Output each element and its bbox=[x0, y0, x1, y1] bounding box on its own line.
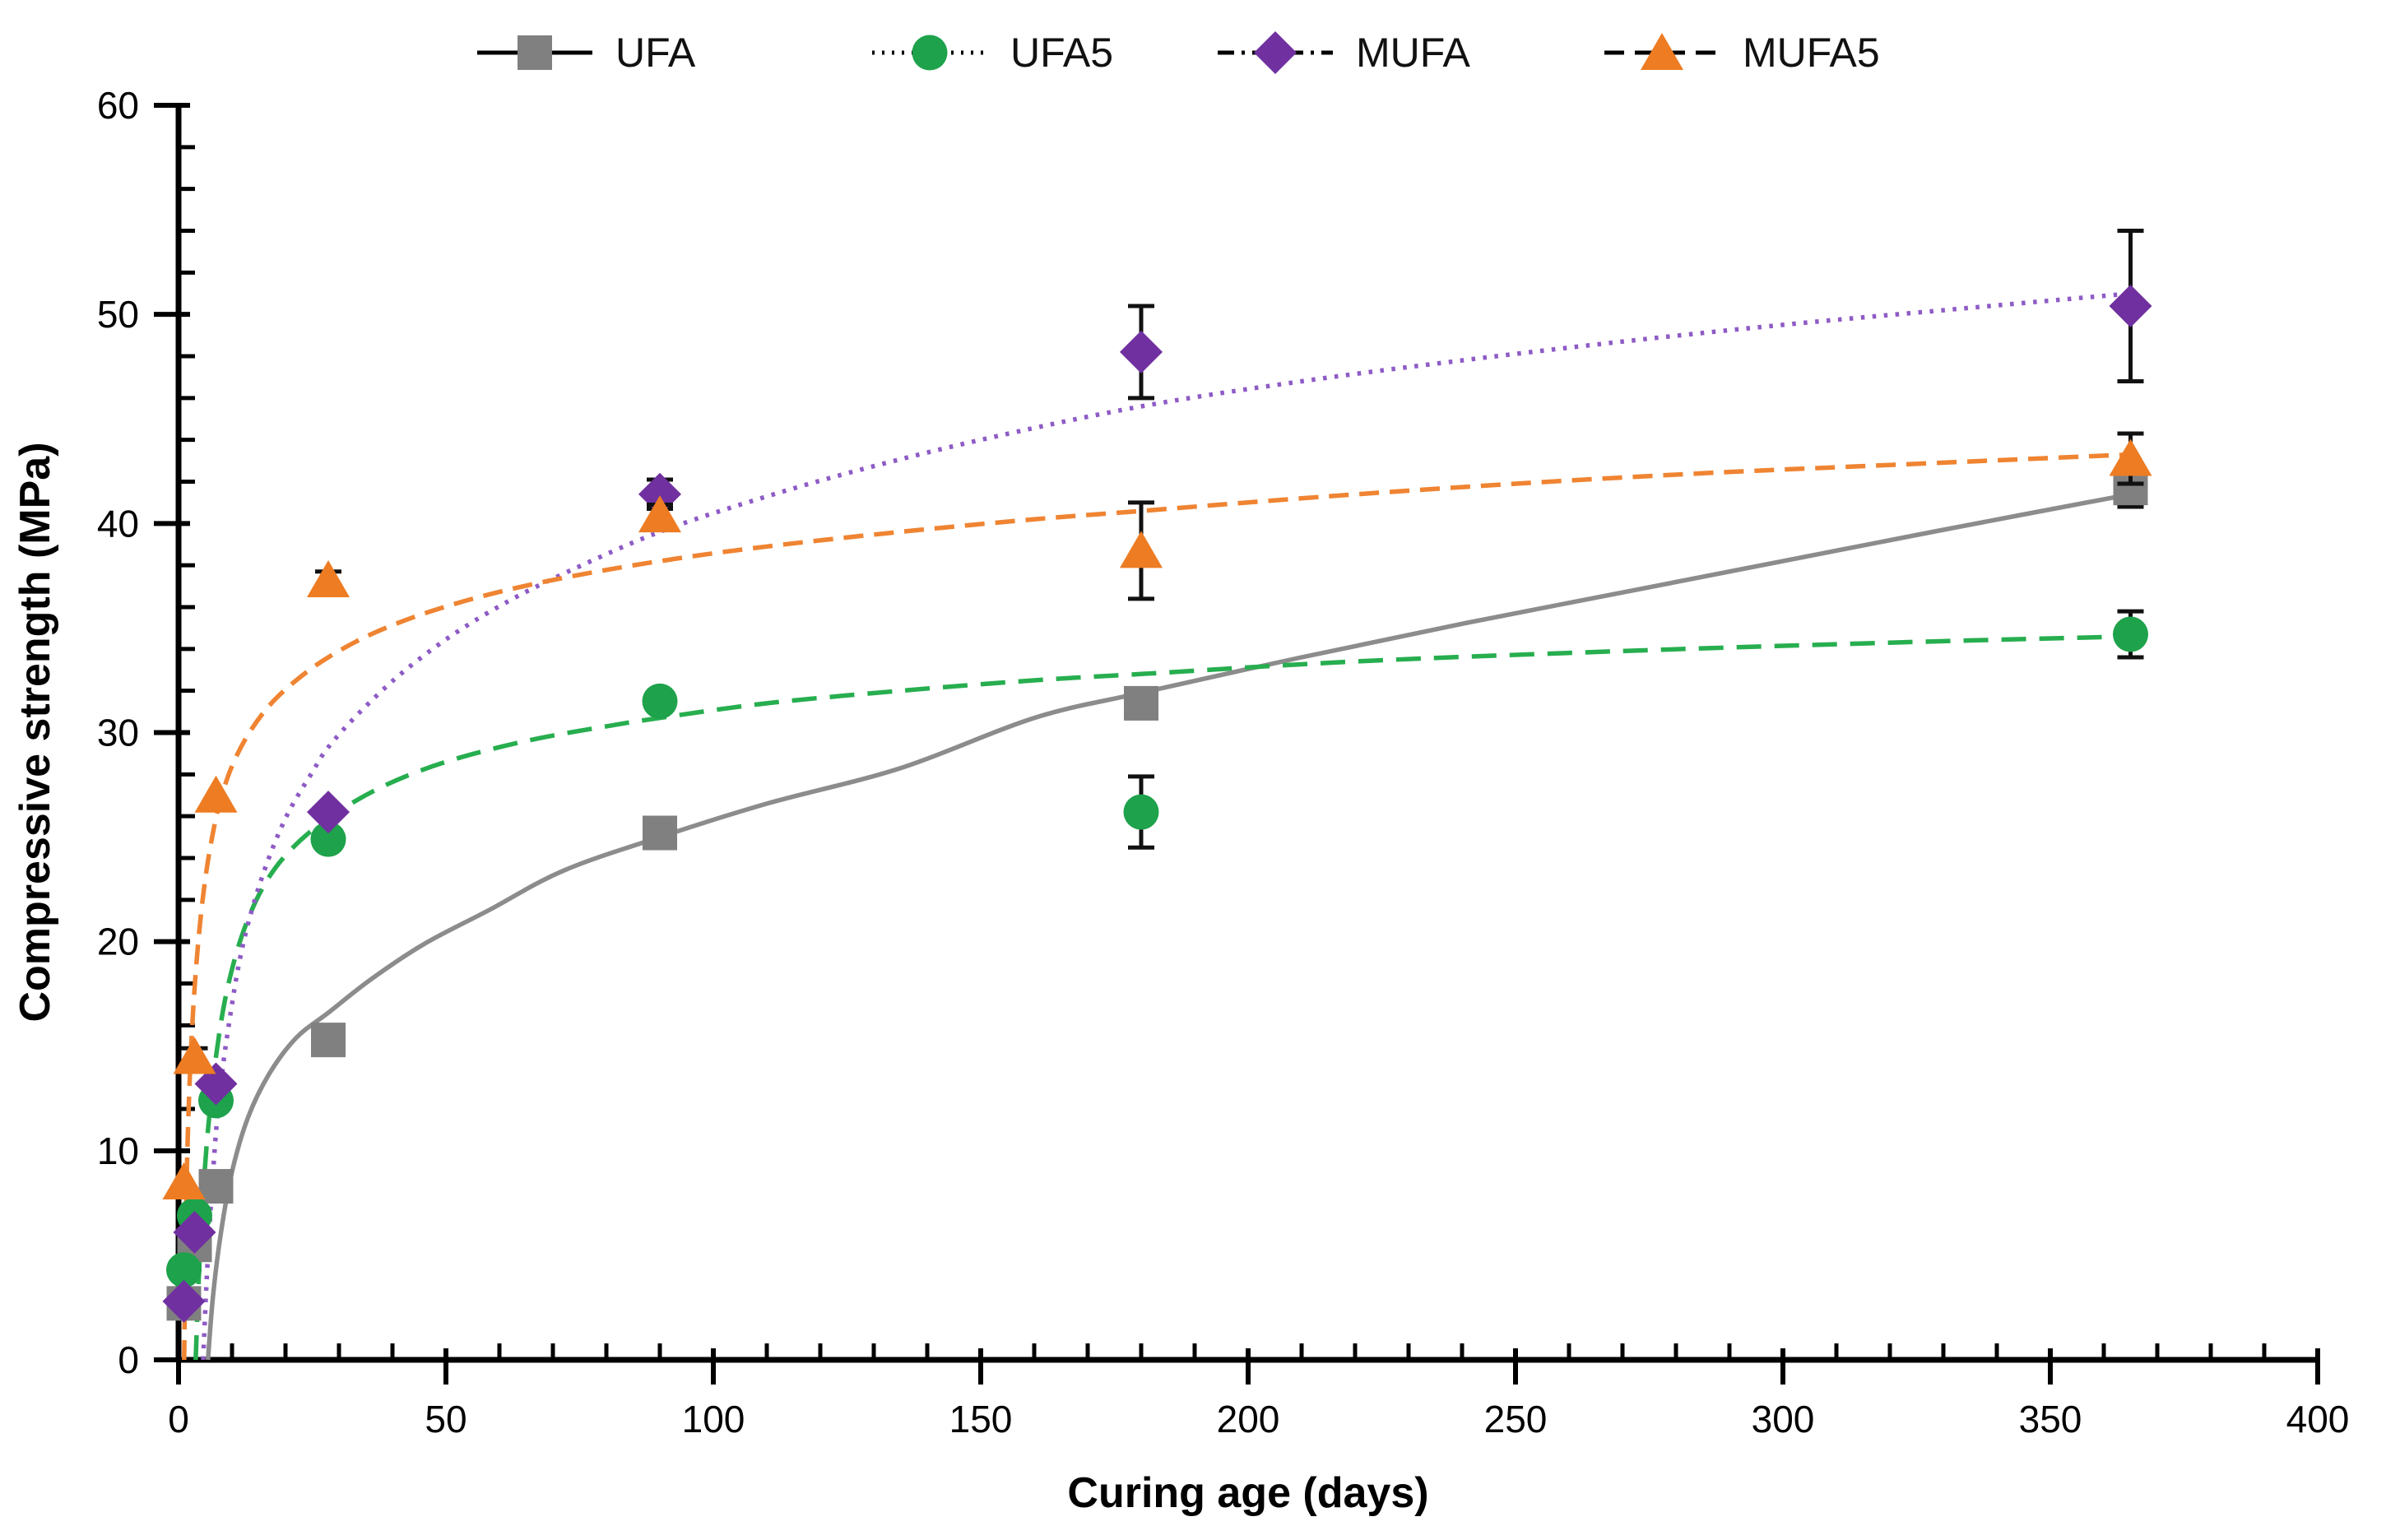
series-mufa5 bbox=[162, 431, 2152, 1199]
mufa5-point-365d bbox=[2109, 438, 2152, 476]
mufa5-point-7d bbox=[194, 775, 238, 813]
ufa-point-180d bbox=[1124, 685, 1158, 721]
axes: 0 10 20 30 40 50 60 0 50 100 150 200 250 300 350 400 bbox=[97, 84, 2350, 1440]
fit-line-ufa bbox=[206, 492, 2132, 1361]
data-points bbox=[162, 229, 2152, 1323]
fit-line-mufa5 bbox=[182, 452, 2131, 1361]
ufa-point-28d bbox=[311, 1023, 346, 1058]
mufa-point-365d bbox=[2109, 285, 2152, 327]
legend-item-mufa5: MUFA5 bbox=[1604, 30, 1880, 76]
series-ufa bbox=[166, 466, 2148, 1321]
x-tick-label: 350 bbox=[2019, 1398, 2082, 1440]
y-tick-label: 30 bbox=[97, 712, 139, 754]
legend-label-mufa5: MUFA5 bbox=[1743, 30, 1880, 76]
ufa5-point-28d bbox=[310, 821, 346, 857]
ufa-point-90d bbox=[643, 815, 677, 851]
ufa5-point-365d bbox=[2113, 616, 2148, 652]
mufa5-point-180d bbox=[1120, 531, 1163, 568]
legend-label-mufa: MUFA bbox=[1356, 30, 1471, 76]
y-tick-label: 0 bbox=[118, 1338, 139, 1381]
y-tick-label: 40 bbox=[97, 502, 139, 545]
legend-marker-triangle bbox=[1641, 33, 1683, 70]
legend-item-ufa5: UFA5 bbox=[872, 30, 1113, 76]
y-tick-label: 50 bbox=[97, 293, 139, 336]
legend-marker-circle bbox=[912, 35, 948, 71]
x-tick-label: 300 bbox=[1752, 1398, 1815, 1440]
series-mufa bbox=[162, 229, 2152, 1323]
legend-label-ufa5: UFA5 bbox=[1010, 30, 1113, 76]
square-icon bbox=[518, 35, 552, 70]
fit-line-mufa bbox=[201, 291, 2131, 1361]
triangle-icon bbox=[1641, 33, 1683, 70]
x-tick-label: 100 bbox=[682, 1398, 745, 1440]
legend-marker-square bbox=[518, 35, 552, 70]
x-tick-label: 250 bbox=[1484, 1398, 1548, 1440]
fit-curves bbox=[182, 291, 2132, 1361]
legend-marker-diamond bbox=[1254, 31, 1297, 74]
fit-line-ufa5 bbox=[193, 633, 2131, 1361]
mufa-point-1d bbox=[162, 1279, 206, 1323]
mufa5-point-90d bbox=[638, 495, 681, 533]
legend-item-mufa: MUFA bbox=[1218, 30, 1471, 76]
ufa5-point-180d bbox=[1123, 794, 1159, 830]
x-tick-label: 150 bbox=[949, 1398, 1013, 1440]
diamond-icon bbox=[1254, 31, 1297, 74]
x-tick-label: 200 bbox=[1217, 1398, 1280, 1440]
ufa-point-7d bbox=[198, 1169, 234, 1204]
y-tick-label: 10 bbox=[97, 1129, 139, 1172]
legend: UFA UFA5 MUFA MUFA5 bbox=[477, 30, 1880, 76]
circle-icon bbox=[912, 35, 948, 71]
x-axis-title: Curing age (days) bbox=[1067, 1469, 1428, 1517]
mufa-point-180d bbox=[1120, 330, 1163, 373]
y-axis-title: Compressive strength (MPa) bbox=[12, 442, 59, 1022]
x-tick-label: 50 bbox=[425, 1398, 467, 1440]
legend-label-ufa: UFA bbox=[615, 30, 696, 76]
y-tick-label: 60 bbox=[97, 84, 139, 127]
mufa5-point-28d bbox=[307, 559, 350, 597]
x-tick-label: 400 bbox=[2286, 1398, 2350, 1440]
mufa5-point-1d bbox=[162, 1162, 206, 1199]
ufa5-point-90d bbox=[642, 683, 678, 719]
y-tick-label: 20 bbox=[97, 921, 139, 963]
mufa-point-28d bbox=[307, 791, 350, 834]
mufa5-point-3d bbox=[173, 1037, 216, 1074]
mufa-point-3d bbox=[173, 1210, 216, 1254]
ufa5-point-1d bbox=[166, 1252, 202, 1288]
x-tick-label: 0 bbox=[168, 1398, 189, 1440]
legend-item-ufa: UFA bbox=[477, 30, 696, 76]
